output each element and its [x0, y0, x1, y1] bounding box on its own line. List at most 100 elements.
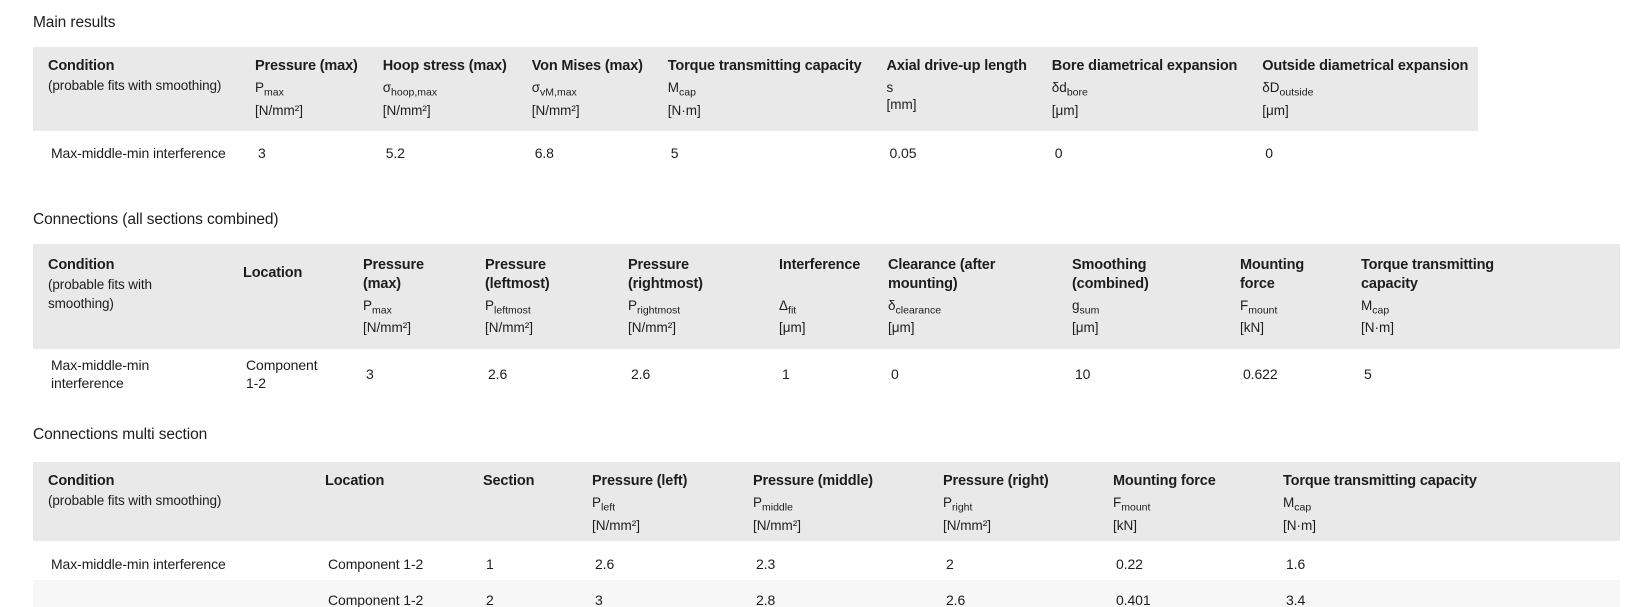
value-cell: 1: [486, 556, 494, 573]
value-cell: 2.6: [595, 556, 615, 573]
column-header: Pressure (rightmost) Prightmost [N/mm²]: [613, 243, 764, 350]
value-cell: 0: [891, 366, 899, 383]
symbol-base: P: [363, 297, 373, 313]
column-label: Pressure (right): [943, 473, 1049, 490]
value-cell: 0.622: [1243, 366, 1278, 383]
column-symbol: δdbore: [1052, 79, 1237, 102]
column-unit: [μm]: [1262, 102, 1289, 118]
symbol-subscript: middle: [762, 502, 793, 515]
symbol-subscript: sum: [1079, 304, 1100, 317]
column-label: Von Mises (max): [531, 58, 643, 74]
column-unit: [N/mm²]: [363, 320, 411, 336]
column-unit: [N·m]: [667, 102, 701, 118]
column-header: Pressure (leftmost) Pleftmost [N/mm²]: [470, 243, 613, 350]
column-header: Pressure (left) Pleft [N/mm²]: [577, 462, 738, 542]
value-cell: 2.6: [488, 366, 508, 383]
column-symbol: Fmount: [1113, 494, 1258, 517]
column-symbol: gsum: [1072, 297, 1215, 320]
value-cell: Component 1-2: [328, 556, 424, 573]
column-header: Torque transmitting capacity Mcap [N·m]: [652, 47, 872, 131]
column-header: Von Mises (max) σvM,max [N/mm²]: [516, 47, 653, 131]
symbol-base: P: [485, 297, 495, 313]
symbol-subscript: outside: [1279, 86, 1314, 99]
column-header: Pressure (right) Pright [N/mm²]: [928, 462, 1098, 542]
column-symbol: δclearance: [888, 297, 1047, 320]
value-cell: 2.6: [631, 366, 651, 383]
column-label: Hoop stress (max): [382, 58, 507, 74]
symbol-subscript: fit: [788, 304, 797, 317]
symbol-base: σ: [531, 80, 541, 95]
symbol-base: M: [667, 80, 680, 95]
symbol-base: δD: [1262, 80, 1280, 95]
column-unit: [kN]: [1240, 320, 1265, 336]
value-cell: 10: [1075, 366, 1091, 383]
section-title-main-results: Main results: [33, 14, 116, 31]
value-cell: Component 1-2: [246, 357, 318, 392]
symbol-subscript: cap: [679, 86, 696, 99]
symbol-base: P: [628, 297, 638, 313]
value-cell: 2: [946, 556, 954, 573]
value-cell: 1.6: [1286, 556, 1306, 573]
column-header: Section: [468, 462, 577, 542]
column-label: Pressure (max): [363, 256, 424, 292]
column-symbol: Fmount: [1240, 297, 1336, 320]
symbol-base: M: [1283, 495, 1295, 511]
table-row: Max-middle-min interference Component 1-2…: [33, 541, 1620, 580]
symbol-subscript: leftmost: [494, 304, 531, 317]
column-symbol: Pmax: [363, 297, 460, 320]
symbol-base: Δ: [779, 297, 789, 313]
value-cell: 3.4: [1268, 580, 1620, 607]
value-cell: 1: [782, 366, 790, 383]
column-label: Axial drive-up length: [886, 58, 1027, 74]
symbol-base: g: [1072, 297, 1080, 313]
column-label: Pressure (rightmost): [628, 256, 703, 292]
condition-cell: Max-middle-min interference: [51, 357, 150, 392]
value-cell: 3: [577, 580, 738, 607]
column-header: Torque transmitting capacity Mcap [N·m]: [1268, 462, 1620, 542]
symbol-subscript: vM,max: [540, 86, 577, 99]
column-unit: [kN]: [1113, 518, 1138, 534]
column-symbol: Pright: [943, 494, 1088, 517]
column-unit: [μm]: [1051, 102, 1079, 118]
table-row: Max-middle-min interference Component 1-2…: [33, 349, 1620, 399]
connections-combined-table: Condition (probable fits with smoothing) L…: [33, 243, 1620, 400]
column-label: Pressure (max): [255, 58, 358, 74]
column-sublabel: (probable fits with smoothing): [48, 78, 222, 93]
symbol-base: δd: [1051, 80, 1067, 95]
column-unit: [mm]: [886, 97, 917, 112]
column-header: Condition (probable fits with smoothing): [33, 47, 240, 131]
column-symbol: δDoutside: [1262, 79, 1468, 102]
symbol-base: σ: [382, 80, 392, 95]
column-header: Hoop stress (max) σhoop,max [N/mm²]: [367, 47, 517, 131]
column-symbol: Δfit: [779, 297, 863, 320]
column-symbol: s: [887, 79, 1027, 96]
column-header: Smoothing (combined) gsum [μm]: [1057, 243, 1225, 350]
column-label: Location: [325, 473, 385, 490]
column-header: Mounting force Fmount [kN]: [1225, 243, 1346, 350]
value-cell: 6.8: [534, 144, 554, 161]
condition-cell: Max-middle-min interference: [51, 556, 226, 573]
column-unit: [N/mm²]: [531, 102, 580, 118]
column-label: Section: [483, 473, 535, 490]
symbol-subscript: mount: [1121, 502, 1151, 515]
column-label: Condition (probable fits with smoothing): [48, 256, 218, 313]
symbol-base: δ: [888, 297, 896, 313]
column-unit: [N/mm²]: [628, 320, 676, 336]
symbol-base: P: [753, 495, 763, 511]
value-cell: 2.6: [928, 580, 1098, 607]
column-unit: [μm]: [888, 320, 915, 336]
symbol-base: s: [886, 80, 894, 95]
table-header-row: Condition (probable fits with smoothing) P…: [33, 47, 1479, 131]
symbol-subscript: cap: [1372, 304, 1390, 317]
column-label: Clearance (after mounting): [888, 256, 996, 292]
column-header: Axial drive-up length s [mm]: [871, 47, 1037, 131]
column-label: Torque transmitting capacity: [1283, 473, 1477, 490]
column-header: Interference Δfit [μm]: [764, 243, 873, 350]
section-title-connections-multi-section: Connections multi section: [33, 426, 208, 444]
symbol-subscript: hoop,max: [391, 86, 438, 99]
column-unit: [N/mm²]: [255, 102, 303, 118]
column-label: Pressure (leftmost): [485, 256, 550, 292]
column-header: Clearance (after mounting) δclearance [μm]: [873, 243, 1057, 350]
column-label: Condition (probable fits with smoothing): [48, 57, 230, 95]
condition-cell: Max-middle-min interference: [51, 144, 226, 161]
